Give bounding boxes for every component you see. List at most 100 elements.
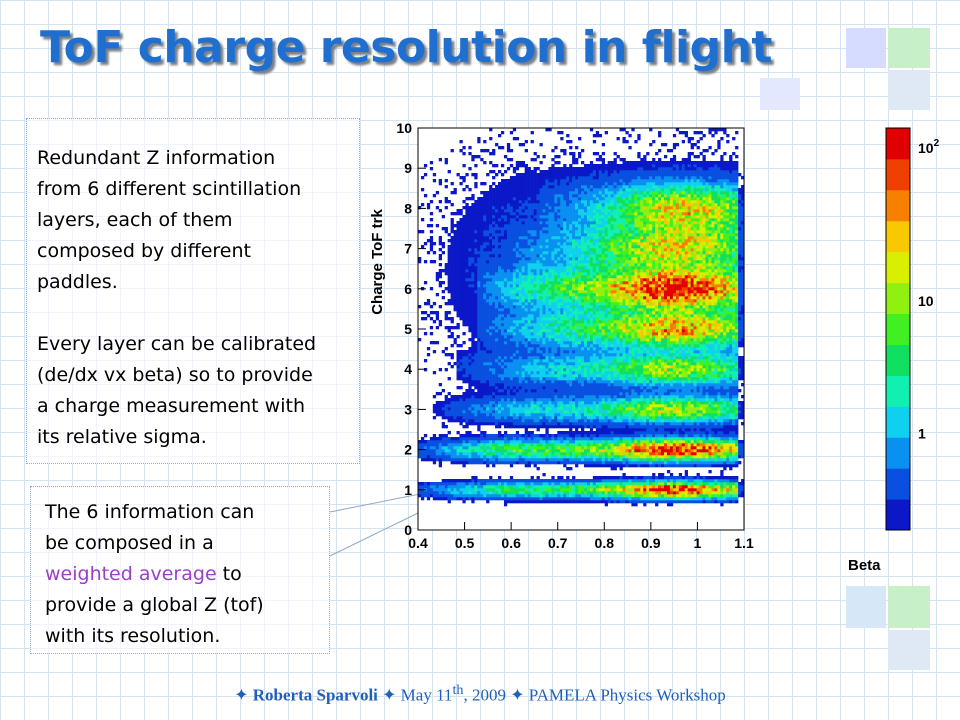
heatmap-cell <box>498 416 502 420</box>
heatmap-cell <box>435 410 440 414</box>
heatmap-cell <box>563 245 567 249</box>
heatmap-cell <box>492 323 496 327</box>
heatmap-cell <box>548 308 552 312</box>
heatmap-cell <box>536 296 540 300</box>
heatmap-cell <box>480 368 484 372</box>
heatmap-cell <box>515 242 520 246</box>
heatmap-cell <box>515 494 520 498</box>
heatmap-cell <box>492 281 496 285</box>
heatmap-cell <box>527 440 531 444</box>
heatmap-cell <box>572 377 576 381</box>
heatmap-cell <box>524 401 528 405</box>
heatmap-cell <box>548 329 552 333</box>
heatmap-cell <box>539 443 543 447</box>
heatmap-cell <box>495 335 499 339</box>
heatmap-cell <box>578 263 582 267</box>
heatmap-cell <box>477 347 481 351</box>
heatmap-cell <box>503 488 508 492</box>
heatmap-cell <box>548 311 552 315</box>
heatmap-cell <box>495 245 499 249</box>
heatmap-cell <box>566 173 570 177</box>
heatmap-cell <box>489 383 493 387</box>
heatmap-cell <box>554 341 558 345</box>
heatmap-cell <box>563 401 567 405</box>
heatmap-cell <box>557 170 561 174</box>
heatmap-cell <box>536 287 540 291</box>
heatmap-cell <box>518 335 523 339</box>
heatmap-cell <box>560 446 564 450</box>
heatmap-cell <box>465 497 469 501</box>
heatmap-cell <box>450 203 454 207</box>
heatmap-cell <box>498 338 502 342</box>
heatmap-cell <box>509 194 514 198</box>
heatmap-cell <box>489 461 493 465</box>
heatmap-cell <box>521 188 525 192</box>
heatmap-cell <box>518 404 523 408</box>
heatmap-cell <box>477 281 481 285</box>
heatmap-cell <box>566 302 570 306</box>
heatmap-cell <box>471 308 475 312</box>
heatmap-cell <box>506 422 511 426</box>
heatmap-cell <box>509 407 514 411</box>
heatmap-cell <box>465 416 469 420</box>
heatmap-cell <box>578 383 582 387</box>
heatmap-cell <box>498 263 502 267</box>
heatmap-cell <box>465 407 469 411</box>
heatmap-cell <box>438 452 443 456</box>
heatmap-cell <box>477 410 481 414</box>
heatmap-cell <box>480 182 484 186</box>
heatmap-cell <box>423 455 428 459</box>
heatmap-cell <box>524 140 528 144</box>
heatmap-cell <box>572 449 576 453</box>
heatmap-cell <box>498 194 502 198</box>
heatmap-cell <box>572 182 576 186</box>
heatmap-cell <box>581 263 585 267</box>
heatmap-cell <box>459 275 463 279</box>
heatmap-cell <box>489 185 493 189</box>
heatmap-cell <box>518 395 523 399</box>
heatmap-cell <box>486 377 490 381</box>
heatmap-cell <box>569 167 573 171</box>
heatmap-cell <box>509 269 514 273</box>
heatmap-cell <box>542 338 546 342</box>
heatmap-cell <box>539 275 543 279</box>
heatmap-cell <box>530 386 534 390</box>
heatmap-cell <box>548 239 552 243</box>
heatmap-cell <box>423 440 428 444</box>
heatmap-cell <box>524 332 528 336</box>
heatmap-cell <box>539 245 543 249</box>
heatmap-cell <box>557 203 561 207</box>
heatmap-cell <box>483 149 487 153</box>
heatmap-cell <box>572 494 576 498</box>
heatmap-cell <box>563 347 567 351</box>
heatmap-cell <box>518 161 523 165</box>
heatmap-cell <box>515 194 520 198</box>
heatmap-cell <box>441 446 445 450</box>
heatmap-cell <box>486 326 490 330</box>
heatmap-cell <box>509 404 514 408</box>
heatmap-cell <box>512 314 517 318</box>
heatmap-cell <box>533 359 537 363</box>
heatmap-cell <box>524 320 528 324</box>
heatmap-cell <box>560 362 564 366</box>
heatmap-cell <box>554 179 558 183</box>
heatmap-cell <box>581 308 585 312</box>
heatmap-cell <box>495 398 499 402</box>
heatmap-cell <box>524 410 528 414</box>
heatmap-cell <box>566 356 570 360</box>
heatmap-cell <box>581 341 585 345</box>
heatmap-cell <box>450 461 454 465</box>
heatmap-cell <box>515 416 520 420</box>
heatmap-cell <box>453 437 457 441</box>
heatmap-cell <box>489 377 493 381</box>
heatmap-cell <box>572 227 576 231</box>
heatmap-cell <box>456 236 460 240</box>
heatmap-cell <box>465 296 469 300</box>
heatmap-cell <box>578 353 582 357</box>
heatmap-cell <box>530 176 534 180</box>
heatmap-cell <box>566 350 570 354</box>
heatmap-cell <box>527 494 531 498</box>
heatmap-cell <box>474 329 478 333</box>
heatmap-cell <box>498 212 502 216</box>
heatmap-cell <box>503 317 508 321</box>
